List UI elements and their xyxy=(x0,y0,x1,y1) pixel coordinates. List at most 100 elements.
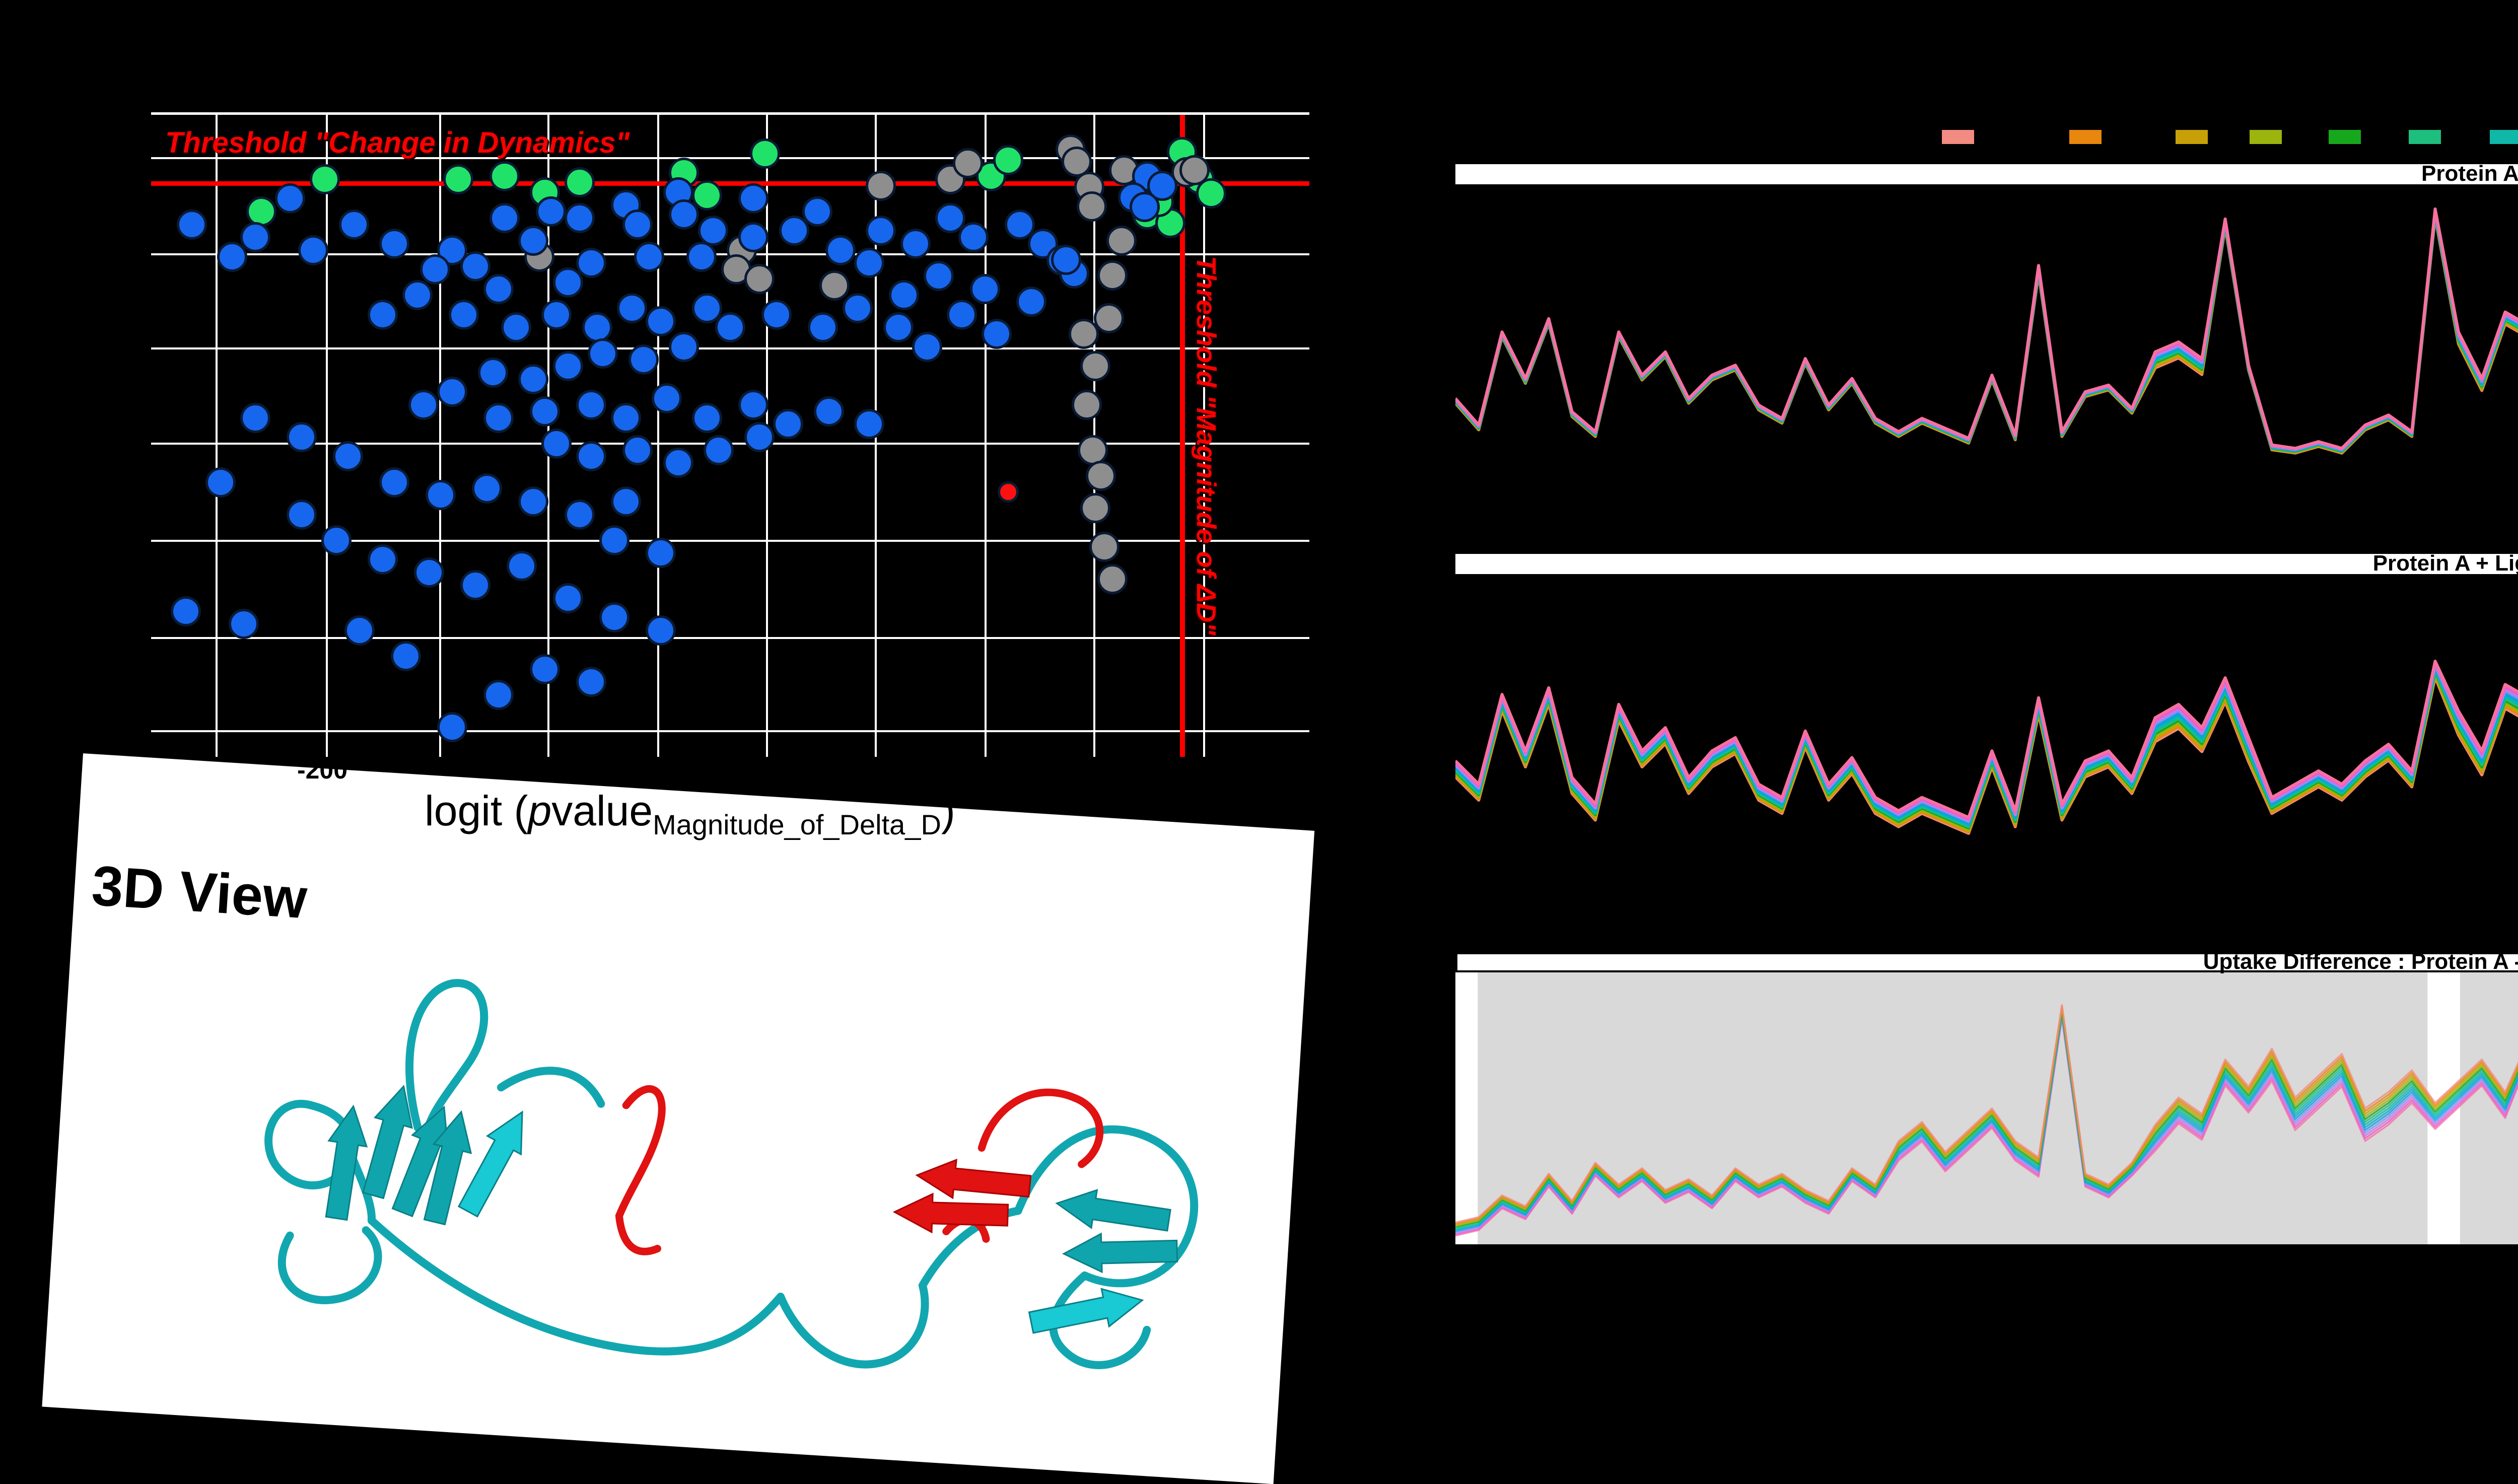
volcano-point-blue[interactable] xyxy=(414,557,444,588)
volcano-point-green[interactable] xyxy=(692,180,722,210)
volcano-point-green[interactable] xyxy=(443,164,473,194)
volcano-point-blue[interactable] xyxy=(576,441,606,472)
uptake-series-line-0[interactable] xyxy=(1455,215,2518,455)
uptake-series-line-3[interactable] xyxy=(1455,1007,2518,1230)
3d-view-panel[interactable]: 3D View xyxy=(42,753,1315,1484)
volcano-point-blue[interactable] xyxy=(368,299,398,330)
volcano-point-blue[interactable] xyxy=(616,293,647,323)
volcano-point-blue[interactable] xyxy=(541,299,572,330)
volcano-point-blue[interactable] xyxy=(530,396,560,427)
uptake-series-line-1[interactable] xyxy=(1455,1005,2518,1229)
volcano-point-gray[interactable] xyxy=(1179,155,1210,186)
volcano-point-red[interactable] xyxy=(998,481,1019,503)
uptake-difference-chart[interactable] xyxy=(1455,972,2518,1244)
uptake-series-line-10[interactable] xyxy=(1455,208,2518,451)
volcano-point-green[interactable] xyxy=(993,145,1023,175)
volcano-point-blue[interactable] xyxy=(669,331,699,362)
volcano-point-gray[interactable] xyxy=(819,270,850,301)
volcano-point-blue[interactable] xyxy=(582,312,612,343)
volcano-point-gray[interactable] xyxy=(952,148,983,178)
volcano-point-gray[interactable] xyxy=(1094,303,1125,334)
volcano-point-blue[interactable] xyxy=(344,615,375,646)
volcano-point-blue[interactable] xyxy=(535,196,566,227)
volcano-point-blue[interactable] xyxy=(240,222,270,253)
volcano-point-blue[interactable] xyxy=(518,486,548,517)
volcano-point-blue[interactable] xyxy=(419,254,450,285)
volcano-point-gray[interactable] xyxy=(744,264,775,295)
volcano-point-blue[interactable] xyxy=(622,209,653,240)
volcano-point-blue[interactable] xyxy=(576,248,606,278)
volcano-point-blue[interactable] xyxy=(808,312,838,343)
volcano-point-blue[interactable] xyxy=(738,222,768,253)
volcano-point-blue[interactable] xyxy=(1051,245,1081,275)
volcano-point-blue[interactable] xyxy=(489,202,520,233)
uptake-series-line-8[interactable] xyxy=(1455,1013,2518,1232)
volcano-point-blue[interactable] xyxy=(541,428,572,459)
volcano-point-gray[interactable] xyxy=(1080,492,1110,523)
volcano-point-blue[interactable] xyxy=(437,712,467,742)
volcano-point-blue[interactable] xyxy=(611,402,641,433)
volcano-point-blue[interactable] xyxy=(426,480,456,511)
volcano-point-green[interactable] xyxy=(565,167,595,198)
volcano-point-blue[interactable] xyxy=(646,615,676,646)
volcano-point-blue[interactable] xyxy=(773,409,803,440)
uptake-series-line-2[interactable] xyxy=(1455,214,2518,454)
volcano-point-blue[interactable] xyxy=(205,467,236,498)
volcano-point-blue[interactable] xyxy=(483,273,514,304)
volcano-point-blue[interactable] xyxy=(437,377,467,407)
volcano-point-blue[interactable] xyxy=(576,390,606,420)
volcano-point-blue[interactable] xyxy=(1016,287,1046,317)
uptake-series-line-1[interactable] xyxy=(1455,215,2518,454)
volcano-point-blue[interactable] xyxy=(576,667,606,697)
volcano-point-gray[interactable] xyxy=(1089,531,1120,562)
legend-timepoint-swatch-2[interactable] xyxy=(2176,130,2208,144)
volcano-point-blue[interactable] xyxy=(802,196,832,227)
volcano-point-blue[interactable] xyxy=(588,338,618,369)
legend-timepoint-swatch-6[interactable] xyxy=(2490,130,2518,144)
volcano-point-blue[interactable] xyxy=(217,241,247,272)
volcano-point-blue[interactable] xyxy=(483,680,514,710)
uptake-chart-protein-a-ligand[interactable] xyxy=(1455,578,2518,910)
volcano-point-blue[interactable] xyxy=(402,280,433,311)
volcano-point-blue[interactable] xyxy=(518,364,548,394)
volcano-point-blue[interactable] xyxy=(825,235,856,265)
volcano-point-blue[interactable] xyxy=(692,402,722,433)
volcano-point-blue[interactable] xyxy=(854,248,884,278)
volcano-point-blue[interactable] xyxy=(935,202,965,233)
volcano-point-blue[interactable] xyxy=(715,312,745,343)
volcano-point-blue[interactable] xyxy=(379,229,409,259)
uptake-series-line-1[interactable] xyxy=(1455,659,2518,834)
volcano-point-blue[interactable] xyxy=(912,331,942,362)
volcano-point-green[interactable] xyxy=(310,164,340,194)
volcano-point-blue[interactable] xyxy=(738,390,768,420)
volcano-point-blue[interactable] xyxy=(686,241,717,272)
volcano-point-blue[interactable] xyxy=(275,183,305,214)
volcano-point-blue[interactable] xyxy=(646,538,676,569)
volcano-point-blue[interactable] xyxy=(970,273,1000,304)
uptake-series-line-8[interactable] xyxy=(1455,210,2518,452)
uptake-series-line-0[interactable] xyxy=(1455,661,2518,835)
volcano-point-blue[interactable] xyxy=(368,544,398,575)
volcano-point-blue[interactable] xyxy=(883,312,914,343)
volcano-point-blue[interactable] xyxy=(379,467,409,498)
volcano-point-gray[interactable] xyxy=(1097,563,1128,594)
volcano-point-blue[interactable] xyxy=(287,499,317,530)
volcano-point-gray[interactable] xyxy=(1086,460,1116,491)
uptake-series-line-0[interactable] xyxy=(1455,1004,2518,1228)
volcano-point-gray[interactable] xyxy=(1072,390,1102,420)
volcano-point-blue[interactable] xyxy=(958,222,989,253)
volcano-point-blue[interactable] xyxy=(634,241,664,272)
volcano-point-green[interactable] xyxy=(246,196,276,227)
volcano-point-blue[interactable] xyxy=(646,306,676,336)
volcano-point-blue[interactable] xyxy=(843,293,873,323)
legend-timepoint-swatch-4[interactable] xyxy=(2329,130,2361,144)
volcano-point-blue[interactable] xyxy=(408,390,439,420)
volcano-point-blue[interactable] xyxy=(391,641,421,672)
volcano-point-blue[interactable] xyxy=(460,570,491,601)
volcano-point-blue[interactable] xyxy=(651,383,682,414)
volcano-point-blue[interactable] xyxy=(472,473,502,504)
volcano-point-gray[interactable] xyxy=(866,170,896,201)
volcano-point-blue[interactable] xyxy=(338,209,369,240)
uptake-series-line-6[interactable] xyxy=(1455,211,2518,452)
volcano-point-blue[interactable] xyxy=(553,583,583,613)
